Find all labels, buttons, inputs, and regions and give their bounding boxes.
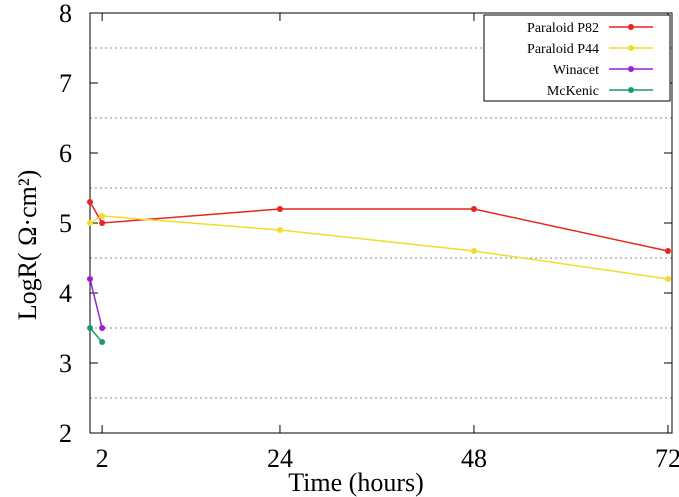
y-tick-label: 3 xyxy=(59,349,72,378)
data-point-mckenic xyxy=(99,339,106,345)
data-point-winacet xyxy=(87,276,93,282)
data-point-winacet xyxy=(99,325,106,331)
data-point-paraloid-p44 xyxy=(87,220,93,226)
data-point-mckenic xyxy=(87,325,93,331)
legend-box xyxy=(483,14,671,102)
y-axis-title: LogR( Ω·cm²) xyxy=(13,170,42,321)
series-line-mckenic xyxy=(89,327,103,343)
y-tick-label: 4 xyxy=(59,279,72,308)
series-layer xyxy=(87,199,671,345)
legend-marker-paraloid-p44 xyxy=(628,45,634,51)
x-tick-label: 48 xyxy=(461,444,487,473)
series-line-paraloid-p44 xyxy=(89,215,669,280)
data-point-paraloid-p82 xyxy=(470,206,477,212)
legend-label-paraloid-p44: Paraloid P44 xyxy=(527,42,599,57)
legend-label-paraloid-p82: Paraloid P82 xyxy=(527,21,599,36)
legend-label-mckenic: McKenic xyxy=(547,84,599,99)
y-tick-label: 5 xyxy=(59,209,72,238)
legend-marker-winacet xyxy=(628,66,634,72)
y-axis: 2 3 4 5 6 7 8 xyxy=(59,0,672,448)
data-point-paraloid-p82 xyxy=(664,248,671,254)
x-axis: 2 24 48 72 xyxy=(96,13,679,473)
data-point-paraloid-p44 xyxy=(664,276,671,282)
series-line-winacet xyxy=(89,278,103,329)
x-axis-title: Time (hours) xyxy=(288,468,424,497)
data-point-paraloid-p44 xyxy=(99,213,106,219)
y-tick-label: 6 xyxy=(59,139,72,168)
x-tick-label: 2 xyxy=(96,444,109,473)
y-tick-label: 7 xyxy=(59,69,72,98)
data-point-paraloid-p82 xyxy=(87,199,93,205)
data-point-paraloid-p44 xyxy=(276,227,283,233)
x-tick-label: 24 xyxy=(267,444,293,473)
legend-marker-mckenic xyxy=(628,87,634,93)
data-point-paraloid-p82 xyxy=(99,220,106,226)
legend: Paraloid P82 Paraloid P44 Winacet McKenic xyxy=(483,14,671,102)
y-tick-label: 2 xyxy=(59,419,72,448)
legend-marker-paraloid-p82 xyxy=(628,24,634,30)
data-point-paraloid-p82 xyxy=(276,206,283,212)
series-line-paraloid-p82 xyxy=(89,201,669,252)
y-tick-label: 8 xyxy=(59,0,72,28)
grid-lines xyxy=(90,47,672,399)
legend-label-winacet: Winacet xyxy=(553,63,599,78)
data-point-paraloid-p44 xyxy=(470,248,477,254)
x-tick-label: 72 xyxy=(655,444,679,473)
